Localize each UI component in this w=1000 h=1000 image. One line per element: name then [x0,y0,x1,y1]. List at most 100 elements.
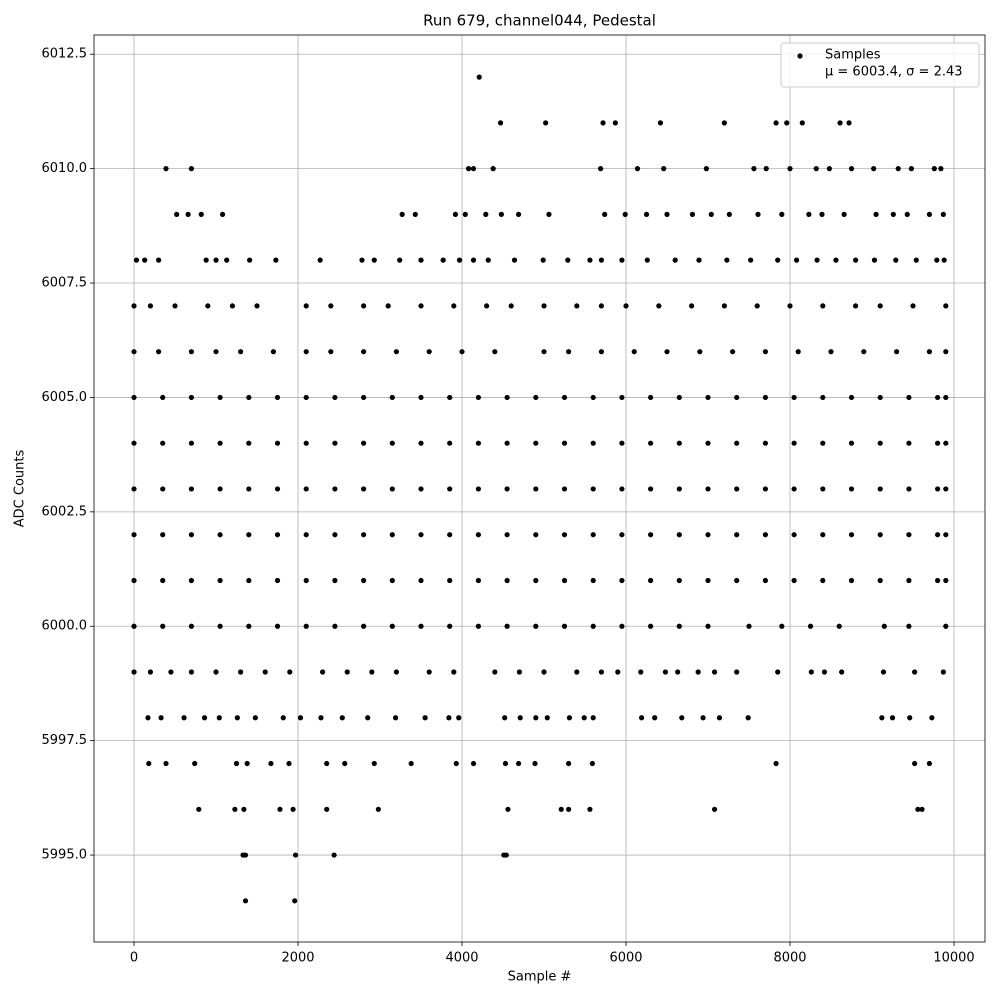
point [447,577,453,584]
point [566,806,572,812]
point [389,486,395,492]
point [492,669,498,675]
point [246,577,252,584]
point [880,669,887,675]
y-tick-label: 6005.0 [42,390,88,405]
point [541,669,547,675]
point [485,257,491,263]
point [820,532,826,538]
point [881,623,887,629]
point [913,257,919,263]
point [943,394,949,401]
point [418,532,424,538]
point [566,760,572,767]
legend-box [780,42,980,88]
point [168,669,174,675]
point [174,211,180,217]
point [705,394,711,401]
point [833,257,839,263]
point [389,394,395,401]
point [516,669,523,675]
point [389,577,395,584]
point [726,211,732,217]
point [696,257,702,263]
point [826,166,832,172]
point [935,394,941,401]
point [908,166,914,172]
point [504,394,510,401]
point [160,394,166,401]
point [622,211,628,217]
point [561,440,568,446]
point [303,440,309,446]
point [217,394,223,401]
point [602,211,608,217]
point [389,440,395,446]
point [418,440,424,446]
point [689,303,695,309]
point [619,440,625,446]
point [820,440,826,446]
point [755,211,761,217]
point [452,211,459,217]
point [708,211,714,217]
point [676,394,682,401]
point [643,211,650,217]
point [791,577,797,584]
point [483,211,489,217]
point [590,394,596,401]
point [787,303,793,309]
point [246,394,252,401]
point [247,257,253,263]
point [734,440,740,446]
point [675,669,681,675]
point [839,669,845,675]
point [841,211,847,217]
point [158,715,164,721]
point [879,715,885,721]
point [318,715,324,721]
point [910,303,916,309]
point [619,623,625,629]
point [877,532,883,538]
point [775,669,781,675]
point [904,211,910,217]
point [652,715,658,721]
point [848,394,855,401]
point [331,852,337,858]
point [877,440,883,446]
point [734,486,740,492]
point [160,623,166,629]
point [775,257,781,263]
point [734,394,740,401]
point [456,257,463,263]
point [371,760,377,767]
point [648,623,654,629]
point [566,349,572,355]
point [943,303,949,309]
point [160,577,166,584]
point [820,303,826,309]
point [894,349,900,355]
point [303,623,309,629]
point [746,623,752,629]
point [871,166,877,172]
point [188,577,195,584]
point [459,349,465,355]
point [131,623,137,629]
point [447,532,453,538]
point [292,852,299,858]
point [791,486,797,492]
point [399,211,405,217]
point [664,349,670,355]
point [392,715,399,721]
point [451,669,457,675]
point [587,257,593,263]
point [188,669,195,675]
point [574,303,580,309]
point [705,486,711,492]
point [612,120,618,126]
point [561,623,568,629]
point [160,440,166,446]
point [426,349,432,355]
